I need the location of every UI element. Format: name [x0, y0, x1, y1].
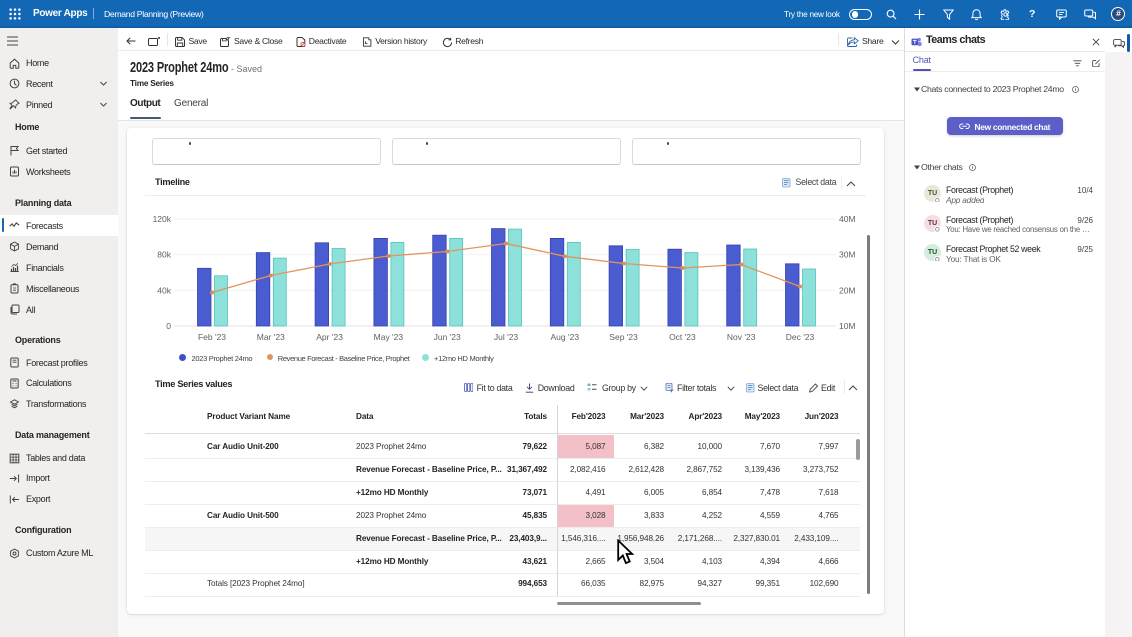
svg-text:May '23: May '23 [374, 332, 404, 342]
svg-text:Dec '23: Dec '23 [786, 332, 815, 342]
svg-text:120k: 120k [153, 214, 172, 224]
svg-text:20M: 20M [839, 285, 856, 295]
svg-text:10M: 10M [839, 321, 856, 331]
svg-text:Jul '23: Jul '23 [494, 332, 519, 342]
svg-text:0: 0 [166, 321, 171, 331]
svg-text:80k: 80k [157, 250, 171, 260]
svg-text:40M: 40M [839, 214, 856, 224]
svg-text:Apr '23: Apr '23 [316, 332, 343, 342]
svg-text:Feb '23: Feb '23 [198, 332, 226, 342]
svg-text:Aug '23: Aug '23 [551, 332, 580, 342]
svg-text:30M: 30M [839, 250, 856, 260]
svg-text:Mar '23: Mar '23 [257, 332, 285, 342]
svg-text:Sep '23: Sep '23 [609, 332, 638, 342]
svg-text:Nov '23: Nov '23 [727, 332, 756, 342]
svg-text:Oct '23: Oct '23 [669, 332, 696, 342]
svg-text:Jun '23: Jun '23 [434, 332, 461, 342]
svg-text:40k: 40k [157, 285, 171, 295]
